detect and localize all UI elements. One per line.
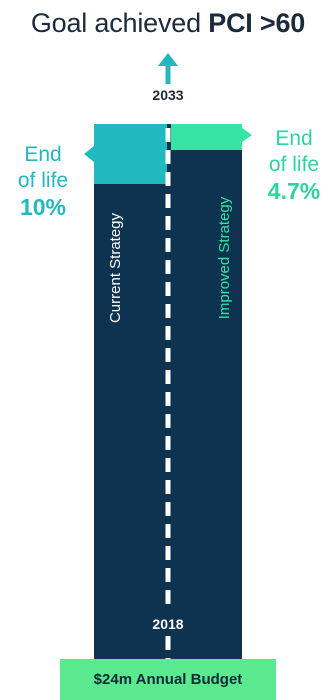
- current-strategy-label: Current Strategy: [107, 212, 124, 324]
- improved-end-of-life-segment: [171, 124, 242, 150]
- current-pointer-arrow: [84, 146, 94, 162]
- improved-pointer-arrow: [242, 128, 252, 142]
- title-prefix: Goal achieved: [30, 8, 209, 38]
- current-eol-line1: End: [24, 143, 62, 166]
- start-year-label: 2018: [152, 616, 184, 632]
- current-eol-percent: 10%: [19, 194, 67, 220]
- annual-budget-bar: $24m Annual Budget: [60, 659, 276, 700]
- title-highlight: PCI >60: [208, 8, 306, 38]
- improved-eol-line1: End: [275, 127, 313, 150]
- end-year-label: 2033: [152, 87, 184, 103]
- improved-strategy-label: Improved Strategy: [216, 196, 233, 320]
- improved-end-of-life-text: End of life 4.7%: [252, 126, 336, 204]
- current-end-of-life-segment: [94, 124, 167, 184]
- current-eol-line2: of life: [17, 169, 69, 192]
- improved-eol-line2: of life: [268, 153, 320, 176]
- current-end-of-life-text: End of life 10%: [2, 142, 84, 220]
- page-title: Goal achieved PCI >60: [0, 8, 336, 39]
- improved-eol-percent: 4.7%: [267, 178, 321, 204]
- goal-arrow-head: [158, 53, 178, 66]
